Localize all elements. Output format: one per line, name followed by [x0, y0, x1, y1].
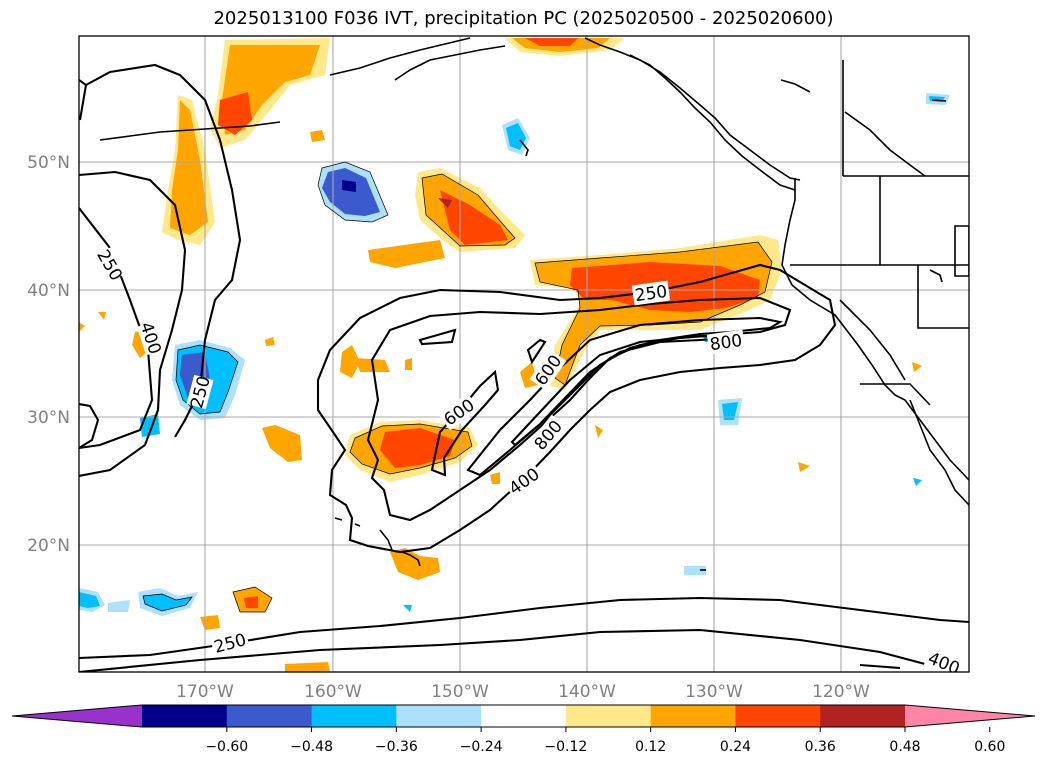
precip-positive-area [390, 548, 440, 580]
precip-positive-area [265, 337, 275, 346]
precip-positive-area [244, 596, 258, 608]
precip-positive-area [912, 362, 922, 372]
precip-negative-area [108, 600, 130, 612]
lat-label-20n: 20°N [27, 536, 70, 556]
colorbar-tick-label: −0.24 [460, 739, 503, 755]
colorbar-segment [565, 705, 652, 727]
colorbar-segment [311, 705, 397, 727]
longitude-labels: 170°W 160°W 150°W 140°W 130°W 120°W [176, 682, 870, 702]
latitude-labels: 50°N 40°N 30°N 20°N [27, 153, 70, 556]
map-gridlines [79, 36, 969, 672]
map-title: 2025013100 F036 IVT, precipitation PC (2… [213, 8, 834, 29]
precip-positive-area [405, 358, 412, 370]
colorbar-segment [735, 705, 821, 727]
colorbar-segment [650, 705, 736, 727]
precip-negative-area [322, 168, 380, 216]
lon-label-120w: 120°W [812, 682, 870, 702]
contour-label: 800 [709, 331, 744, 355]
map-frame [78, 35, 970, 673]
lon-label-150w: 150°W [431, 682, 489, 702]
colorbar-tick-label: −0.48 [290, 739, 333, 755]
precip-positive-area [310, 130, 325, 142]
precip-positive-area [98, 312, 106, 320]
precip-positive-area [79, 322, 85, 332]
precip-negative-area [722, 402, 738, 420]
precip-negative-area [342, 180, 356, 192]
map-area: 250 400 250 250 600 800 600 800 400 250 … [79, 36, 969, 672]
precip-outlines [142, 161, 773, 613]
colorbar-extend-high [905, 705, 1035, 727]
lat-label-30n: 30°N [27, 408, 70, 428]
lon-label-140w: 140°W [558, 682, 616, 702]
precip-positive-area [438, 198, 452, 208]
precip-positive-area [440, 190, 508, 245]
colorbar-outline [11, 704, 1036, 728]
colorbar-tick-label: 0.48 [889, 739, 920, 755]
colorbar-segment [820, 705, 906, 727]
colorbar-segment [481, 705, 567, 727]
precip-positive-area [262, 425, 302, 462]
lat-label-40n: 40°N [27, 281, 70, 301]
colorbar-segment [226, 705, 313, 727]
precip-positive-area [380, 428, 455, 468]
precip-positive-area [218, 92, 252, 135]
colorbar: −0.60 −0.48 −0.36 −0.24 −0.12 0.12 0.24 0.36 0.4… [11, 704, 1036, 755]
colorbar-tick-label: 0.24 [720, 739, 751, 755]
colorbar-tick-label: −0.36 [375, 739, 418, 755]
colorbar-segment [396, 705, 482, 727]
precip-positive-area [525, 38, 578, 46]
precip-positive-area [170, 100, 208, 235]
colorbar-tick-label: 0.12 [635, 739, 666, 755]
contour-label: 250 [634, 282, 669, 306]
colorbar-segment [142, 705, 228, 727]
precip-negative-area [79, 592, 100, 608]
lat-label-50n: 50°N [27, 153, 70, 173]
precip-negative-area [143, 594, 192, 611]
coastlines [99, 37, 969, 571]
colorbar-tick-label: −0.60 [205, 739, 248, 755]
precip-negative-area [684, 566, 706, 575]
colorbar-extend-low [12, 705, 142, 727]
ivt-contour-labels: 250 400 250 250 600 800 600 800 400 250 … [92, 246, 965, 672]
precip-positive-area [285, 662, 330, 672]
colorbar-tick-label: 0.36 [805, 739, 836, 755]
precip-positive-area [490, 472, 500, 484]
colorbar-tick-label: −0.12 [544, 739, 587, 755]
lon-label-160w: 160°W [304, 682, 362, 702]
precip-positive-area [595, 425, 603, 438]
precip-negative-area [403, 605, 412, 612]
precip-negative-area [506, 123, 526, 150]
precip-positive-area [368, 240, 445, 268]
precip-positive-area [340, 345, 360, 378]
precip-negative-area [913, 478, 922, 486]
precip-positive-area [798, 462, 810, 472]
ivt-contours [79, 63, 969, 672]
lon-label-170w: 170°W [176, 682, 234, 702]
lon-label-130w: 130°W [685, 682, 743, 702]
colorbar-tick-label: 0.60 [974, 739, 1005, 755]
